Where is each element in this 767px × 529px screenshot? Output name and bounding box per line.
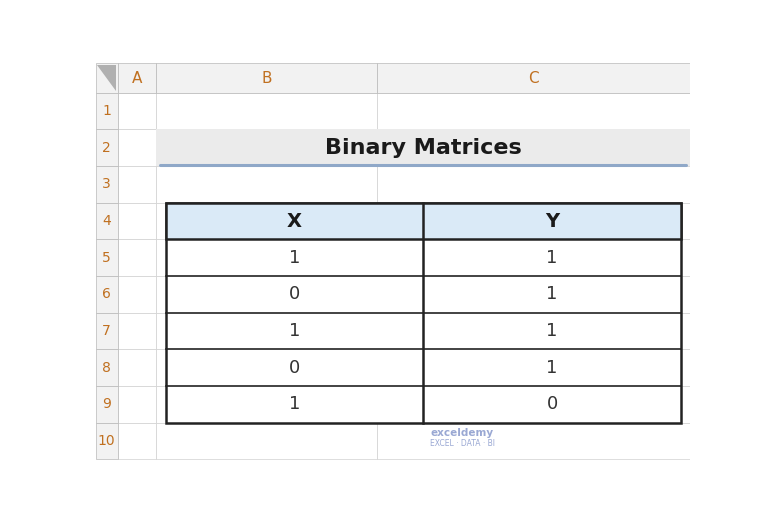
Text: 1: 1 <box>102 104 111 118</box>
Bar <box>96 276 117 313</box>
Bar <box>96 386 117 423</box>
Text: 0: 0 <box>547 395 558 413</box>
Polygon shape <box>97 65 116 91</box>
Text: exceldemy: exceldemy <box>430 428 494 438</box>
Bar <box>117 386 156 423</box>
Text: EXCEL · DATA · BI: EXCEL · DATA · BI <box>430 439 495 448</box>
Bar <box>117 423 156 459</box>
Bar <box>377 93 690 130</box>
Bar <box>96 423 117 459</box>
Bar <box>156 203 377 239</box>
Bar <box>156 166 377 203</box>
Bar <box>377 313 690 349</box>
Bar <box>156 276 377 313</box>
Text: B: B <box>262 70 272 86</box>
Bar <box>96 130 117 166</box>
Bar <box>117 203 156 239</box>
Bar <box>377 203 690 239</box>
Bar <box>96 166 117 203</box>
Text: 1: 1 <box>546 249 558 267</box>
Text: A: A <box>132 70 142 86</box>
Bar <box>156 130 377 166</box>
Bar <box>156 63 377 93</box>
Bar <box>377 276 690 313</box>
Bar <box>117 63 156 93</box>
Text: 7: 7 <box>102 324 111 338</box>
Text: 3: 3 <box>102 177 111 191</box>
Text: 1: 1 <box>546 359 558 377</box>
Bar <box>96 63 117 93</box>
Text: X: X <box>287 212 302 231</box>
Bar <box>166 203 681 423</box>
Text: 0: 0 <box>289 359 300 377</box>
Bar <box>156 349 377 386</box>
Bar <box>117 313 156 349</box>
Text: 1: 1 <box>289 249 300 267</box>
Bar <box>377 386 690 423</box>
Bar <box>156 423 377 459</box>
Bar <box>156 386 377 423</box>
Bar <box>377 239 690 276</box>
Text: 1: 1 <box>546 322 558 340</box>
Bar <box>377 63 690 93</box>
Text: 8: 8 <box>102 361 111 375</box>
Text: C: C <box>528 70 539 86</box>
Text: 1: 1 <box>289 322 300 340</box>
Bar <box>117 93 156 130</box>
Bar <box>96 313 117 349</box>
Text: 2: 2 <box>102 141 111 154</box>
Text: 1: 1 <box>289 395 300 413</box>
Bar <box>96 93 117 130</box>
Text: 9: 9 <box>102 397 111 411</box>
Bar <box>377 423 690 459</box>
Text: 10: 10 <box>98 434 116 448</box>
Bar <box>377 166 690 203</box>
Bar <box>156 313 377 349</box>
Bar <box>156 93 377 130</box>
Bar <box>117 276 156 313</box>
Bar <box>96 349 117 386</box>
Bar <box>156 130 690 166</box>
Bar <box>166 203 681 239</box>
Bar <box>117 349 156 386</box>
Text: 6: 6 <box>102 287 111 302</box>
Bar <box>117 166 156 203</box>
Text: 4: 4 <box>102 214 111 228</box>
Bar <box>156 239 377 276</box>
Text: 0: 0 <box>289 285 300 303</box>
Text: Binary Matrices: Binary Matrices <box>325 138 522 158</box>
Bar <box>117 130 156 166</box>
Bar <box>117 239 156 276</box>
Text: 5: 5 <box>102 251 111 264</box>
Text: 1: 1 <box>546 285 558 303</box>
Bar <box>377 349 690 386</box>
Bar <box>377 130 690 166</box>
Text: Y: Y <box>545 212 559 231</box>
Bar <box>96 203 117 239</box>
Bar <box>96 239 117 276</box>
